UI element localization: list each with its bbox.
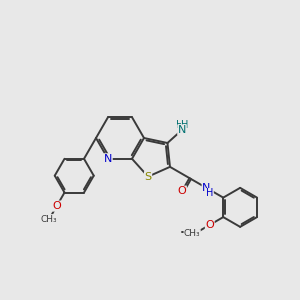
Text: H: H <box>206 188 214 198</box>
Text: O: O <box>52 201 61 211</box>
Text: O: O <box>206 220 214 230</box>
Text: S: S <box>145 172 152 182</box>
Text: CH₃: CH₃ <box>184 230 200 238</box>
Text: H: H <box>176 120 183 130</box>
Text: N: N <box>202 183 211 193</box>
Text: N: N <box>178 125 186 135</box>
Text: O: O <box>178 186 186 196</box>
Text: CH₃: CH₃ <box>41 214 58 224</box>
Text: H: H <box>181 120 189 130</box>
Text: N: N <box>104 154 112 164</box>
